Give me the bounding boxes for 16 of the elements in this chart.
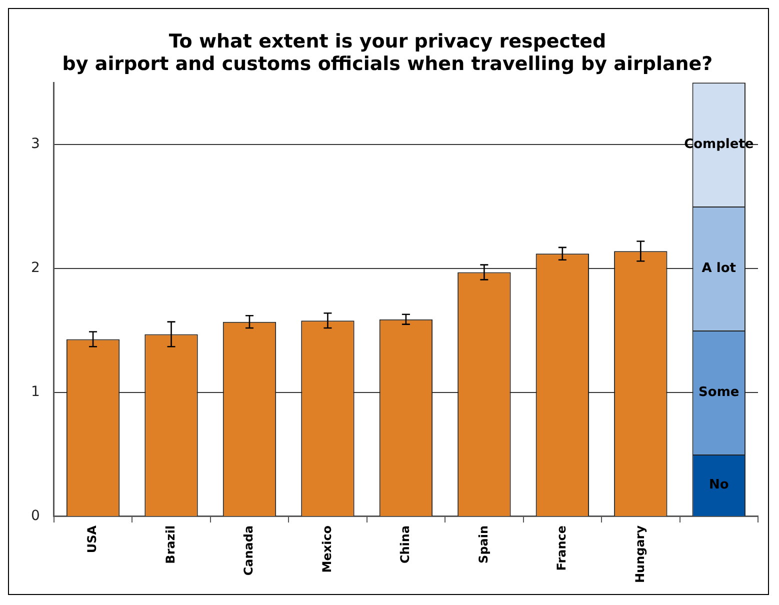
x-tick-label: Mexico — [320, 525, 334, 573]
x-tick-label: Brazil — [163, 525, 178, 564]
series-label: Some — [698, 384, 740, 400]
x-tick-label: France — [554, 525, 569, 571]
y-tick-label: 3 — [30, 136, 40, 152]
series-label: No — [708, 478, 729, 493]
series-label: A lot — [702, 260, 736, 276]
x-tick-label: Hungary — [632, 525, 647, 584]
x-tick-label: USA — [85, 524, 100, 554]
x-tick-label: Canada — [242, 525, 256, 576]
y-tick-label: 0 — [30, 508, 40, 524]
x-tick-label: China — [398, 525, 412, 564]
chart-title: To what extent is your privacy respected by airport and customs officials when travelling by airplane? — [62, 30, 713, 76]
x-tick-label: Spain — [476, 525, 490, 564]
y-tick-label: 1 — [30, 384, 40, 400]
y-tick-label: 2 — [30, 260, 40, 276]
